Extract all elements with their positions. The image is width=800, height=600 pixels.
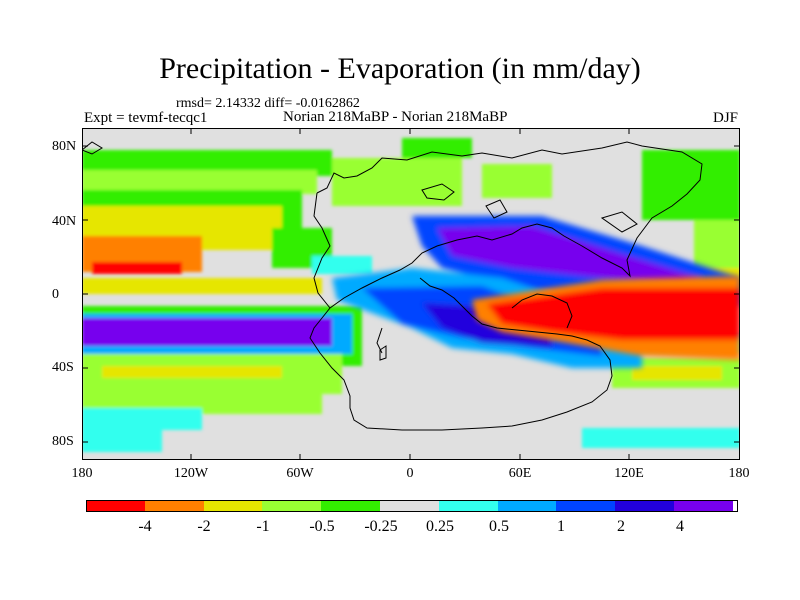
map-plot bbox=[82, 128, 740, 460]
colorbar-swatch bbox=[86, 500, 145, 512]
axis-ticks bbox=[82, 128, 740, 460]
colorbar-label: 2 bbox=[617, 518, 625, 535]
lat-tick-40s: 40S bbox=[52, 360, 74, 375]
lon-tick-120w: 120W bbox=[173, 466, 209, 481]
lat-tick-40n: 40N bbox=[52, 214, 77, 229]
colorbar-swatch bbox=[321, 500, 380, 512]
colorbar-swatch bbox=[438, 500, 498, 512]
colorbar-swatch bbox=[615, 500, 674, 512]
colorbar-frame bbox=[86, 500, 738, 512]
colorbar-swatch bbox=[203, 500, 263, 512]
continent-outline bbox=[309, 141, 703, 431]
colorbar-swatch bbox=[262, 500, 322, 512]
colorbar-label: 0.25 bbox=[426, 518, 454, 535]
colorbar-label: 1 bbox=[557, 518, 565, 535]
colorbar-label: -1 bbox=[256, 518, 270, 535]
colorbar-label: 4 bbox=[676, 518, 684, 535]
colorbar-label: 0.5 bbox=[489, 518, 509, 535]
colorbar-label: -0.5 bbox=[309, 518, 335, 535]
lon-tick-0: 0 bbox=[406, 466, 414, 481]
lon-tick-120e: 120E bbox=[614, 466, 644, 481]
colorbar-swatch bbox=[497, 500, 557, 512]
colorbar-label: -0.25 bbox=[364, 518, 398, 535]
lon-tick-60e: 60E bbox=[508, 466, 532, 481]
experiment-label: Expt = tevmf-tecqc1 bbox=[84, 110, 208, 126]
lon-tick-180e: 180 bbox=[728, 466, 750, 481]
colorbar-label: -2 bbox=[197, 518, 211, 535]
lon-tick-60w: 60W bbox=[286, 466, 314, 481]
lat-tick-80s: 80S bbox=[52, 434, 74, 449]
colorbar-swatch bbox=[556, 500, 616, 512]
colorbar-swatch bbox=[673, 500, 733, 512]
field-tethys-dry bbox=[472, 276, 740, 360]
lat-tick-80n: 80N bbox=[52, 139, 77, 154]
period-label: Norian 218MaBP - Norian 218MaBP bbox=[283, 109, 508, 125]
colorbar-swatch bbox=[144, 500, 204, 512]
colorbar bbox=[86, 500, 733, 512]
colorbar-swatch bbox=[379, 500, 439, 512]
map-title: Precipitation - Evaporation (in mm/day) bbox=[159, 52, 641, 85]
field-southern-bands bbox=[82, 306, 740, 452]
lon-tick-180w: 180 bbox=[71, 466, 93, 481]
field-northern-bands bbox=[82, 138, 740, 294]
stats-label: rmsd= 2.14332 diff= -0.0162862 bbox=[176, 96, 360, 111]
season-label: DJF bbox=[712, 110, 738, 126]
lat-tick-0: 0 bbox=[52, 287, 59, 302]
islands bbox=[82, 141, 638, 361]
colorbar-label: -4 bbox=[138, 518, 152, 535]
